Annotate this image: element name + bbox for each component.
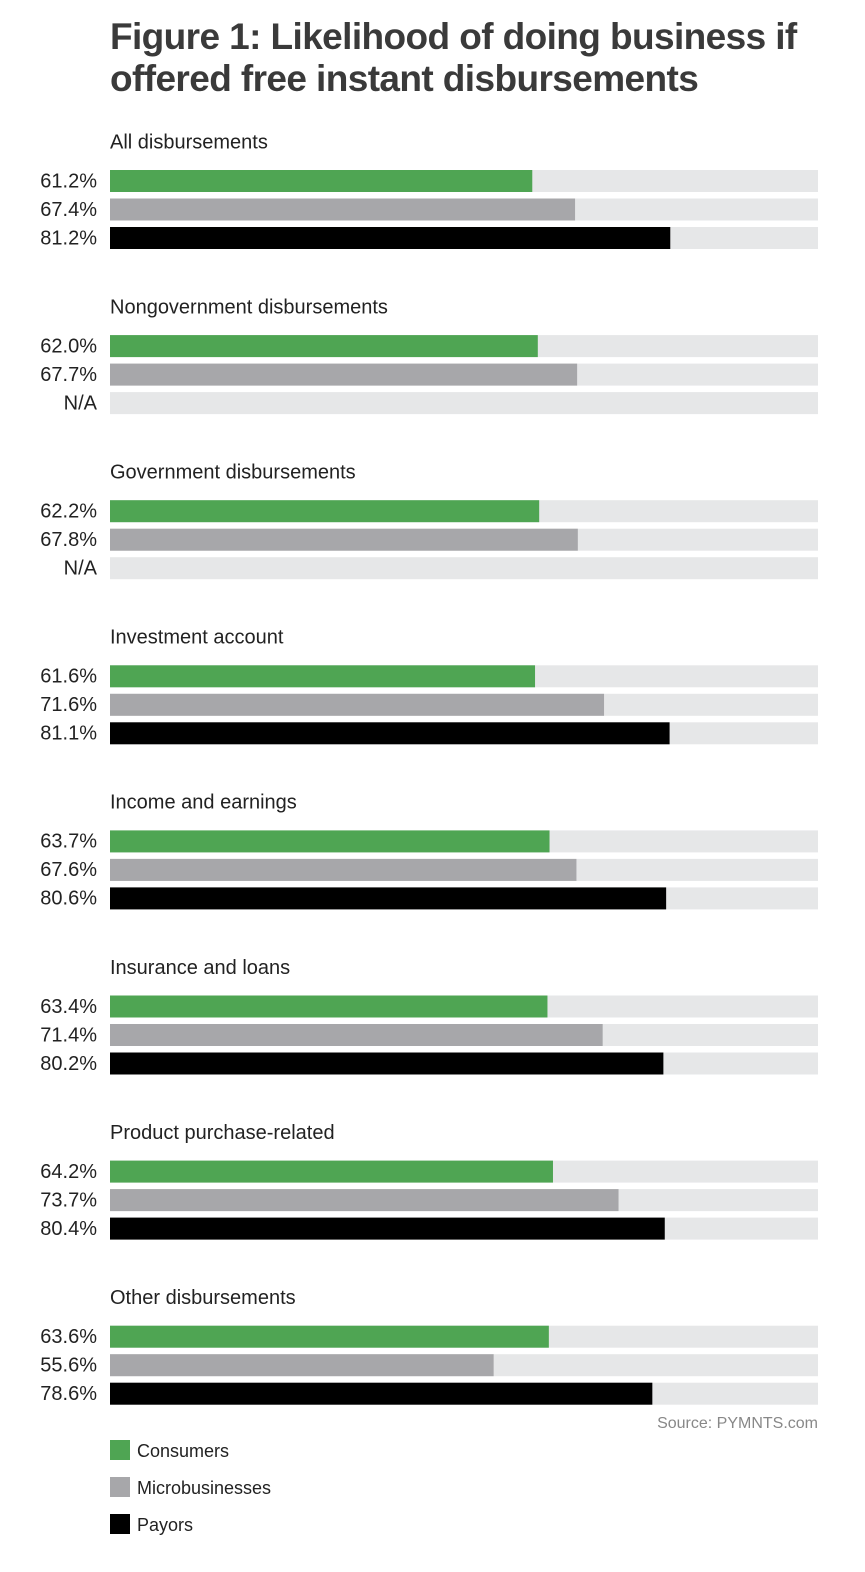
bar [110,665,536,688]
legend-label: Consumers [137,1441,229,1461]
value-label: 78.6% [40,1383,97,1405]
value-label: 81.1% [40,723,97,745]
value-label: 80.6% [40,888,97,910]
value-label: 80.2% [40,1053,97,1075]
bar-track [110,392,818,415]
value-label: N/A [64,557,98,579]
value-label: N/A [64,392,98,414]
category-label: Government disbursements [110,461,356,483]
category-label: Product purchase-related [110,1122,335,1144]
bar [110,1382,653,1405]
bar [110,693,605,716]
category-label: Insurance and loans [110,957,290,979]
bar [110,858,577,881]
value-label: 64.2% [40,1161,97,1183]
bar [110,995,548,1018]
value-label: 63.6% [40,1326,97,1348]
category-label: Income and earnings [110,792,297,814]
legend-swatch [110,1440,130,1460]
value-label: 71.4% [40,1024,97,1046]
value-label: 62.0% [40,335,97,357]
value-label: 71.6% [40,694,97,716]
value-label: 67.8% [40,529,97,551]
bar [110,1052,664,1075]
bar [110,198,576,221]
category-label: Investment account [110,627,284,649]
bar [110,227,671,249]
value-label: 62.2% [40,500,97,522]
value-label: 67.4% [40,199,97,221]
bar [110,170,533,192]
value-label: 81.2% [40,227,97,249]
source: Source: PYMNTS.com [657,1415,818,1432]
bar [110,335,538,358]
bar [110,722,670,745]
bar [110,528,578,551]
value-label: 73.7% [40,1189,97,1211]
value-label: 61.2% [40,170,97,192]
legend-swatch [110,1477,130,1497]
value-label: 67.6% [40,859,97,881]
bar [110,1160,553,1183]
bar [110,1024,603,1046]
bar-track [110,557,818,580]
value-label: 61.6% [40,666,97,688]
category-label: Other disbursements [110,1287,296,1309]
chart-title: Figure 1: Likelihood of doing business i… [110,16,797,99]
bar [110,1217,665,1240]
bar [110,1354,494,1377]
value-label: 63.4% [40,996,97,1018]
bar [110,500,540,523]
value-label: 80.4% [40,1218,97,1240]
value-label: 67.7% [40,364,97,386]
bar [110,1325,549,1348]
bar [110,887,667,910]
legend-swatch [110,1514,130,1534]
category-label: Nongovernment disbursements [110,296,388,318]
category-label: All disbursements [110,131,268,153]
legend-label: Microbusinesses [137,1478,271,1498]
value-label: 63.7% [40,831,97,853]
bar [110,1189,619,1212]
bar [110,363,578,386]
legend-label: Payors [137,1515,193,1535]
bar [110,830,550,853]
value-label: 55.6% [40,1354,97,1376]
